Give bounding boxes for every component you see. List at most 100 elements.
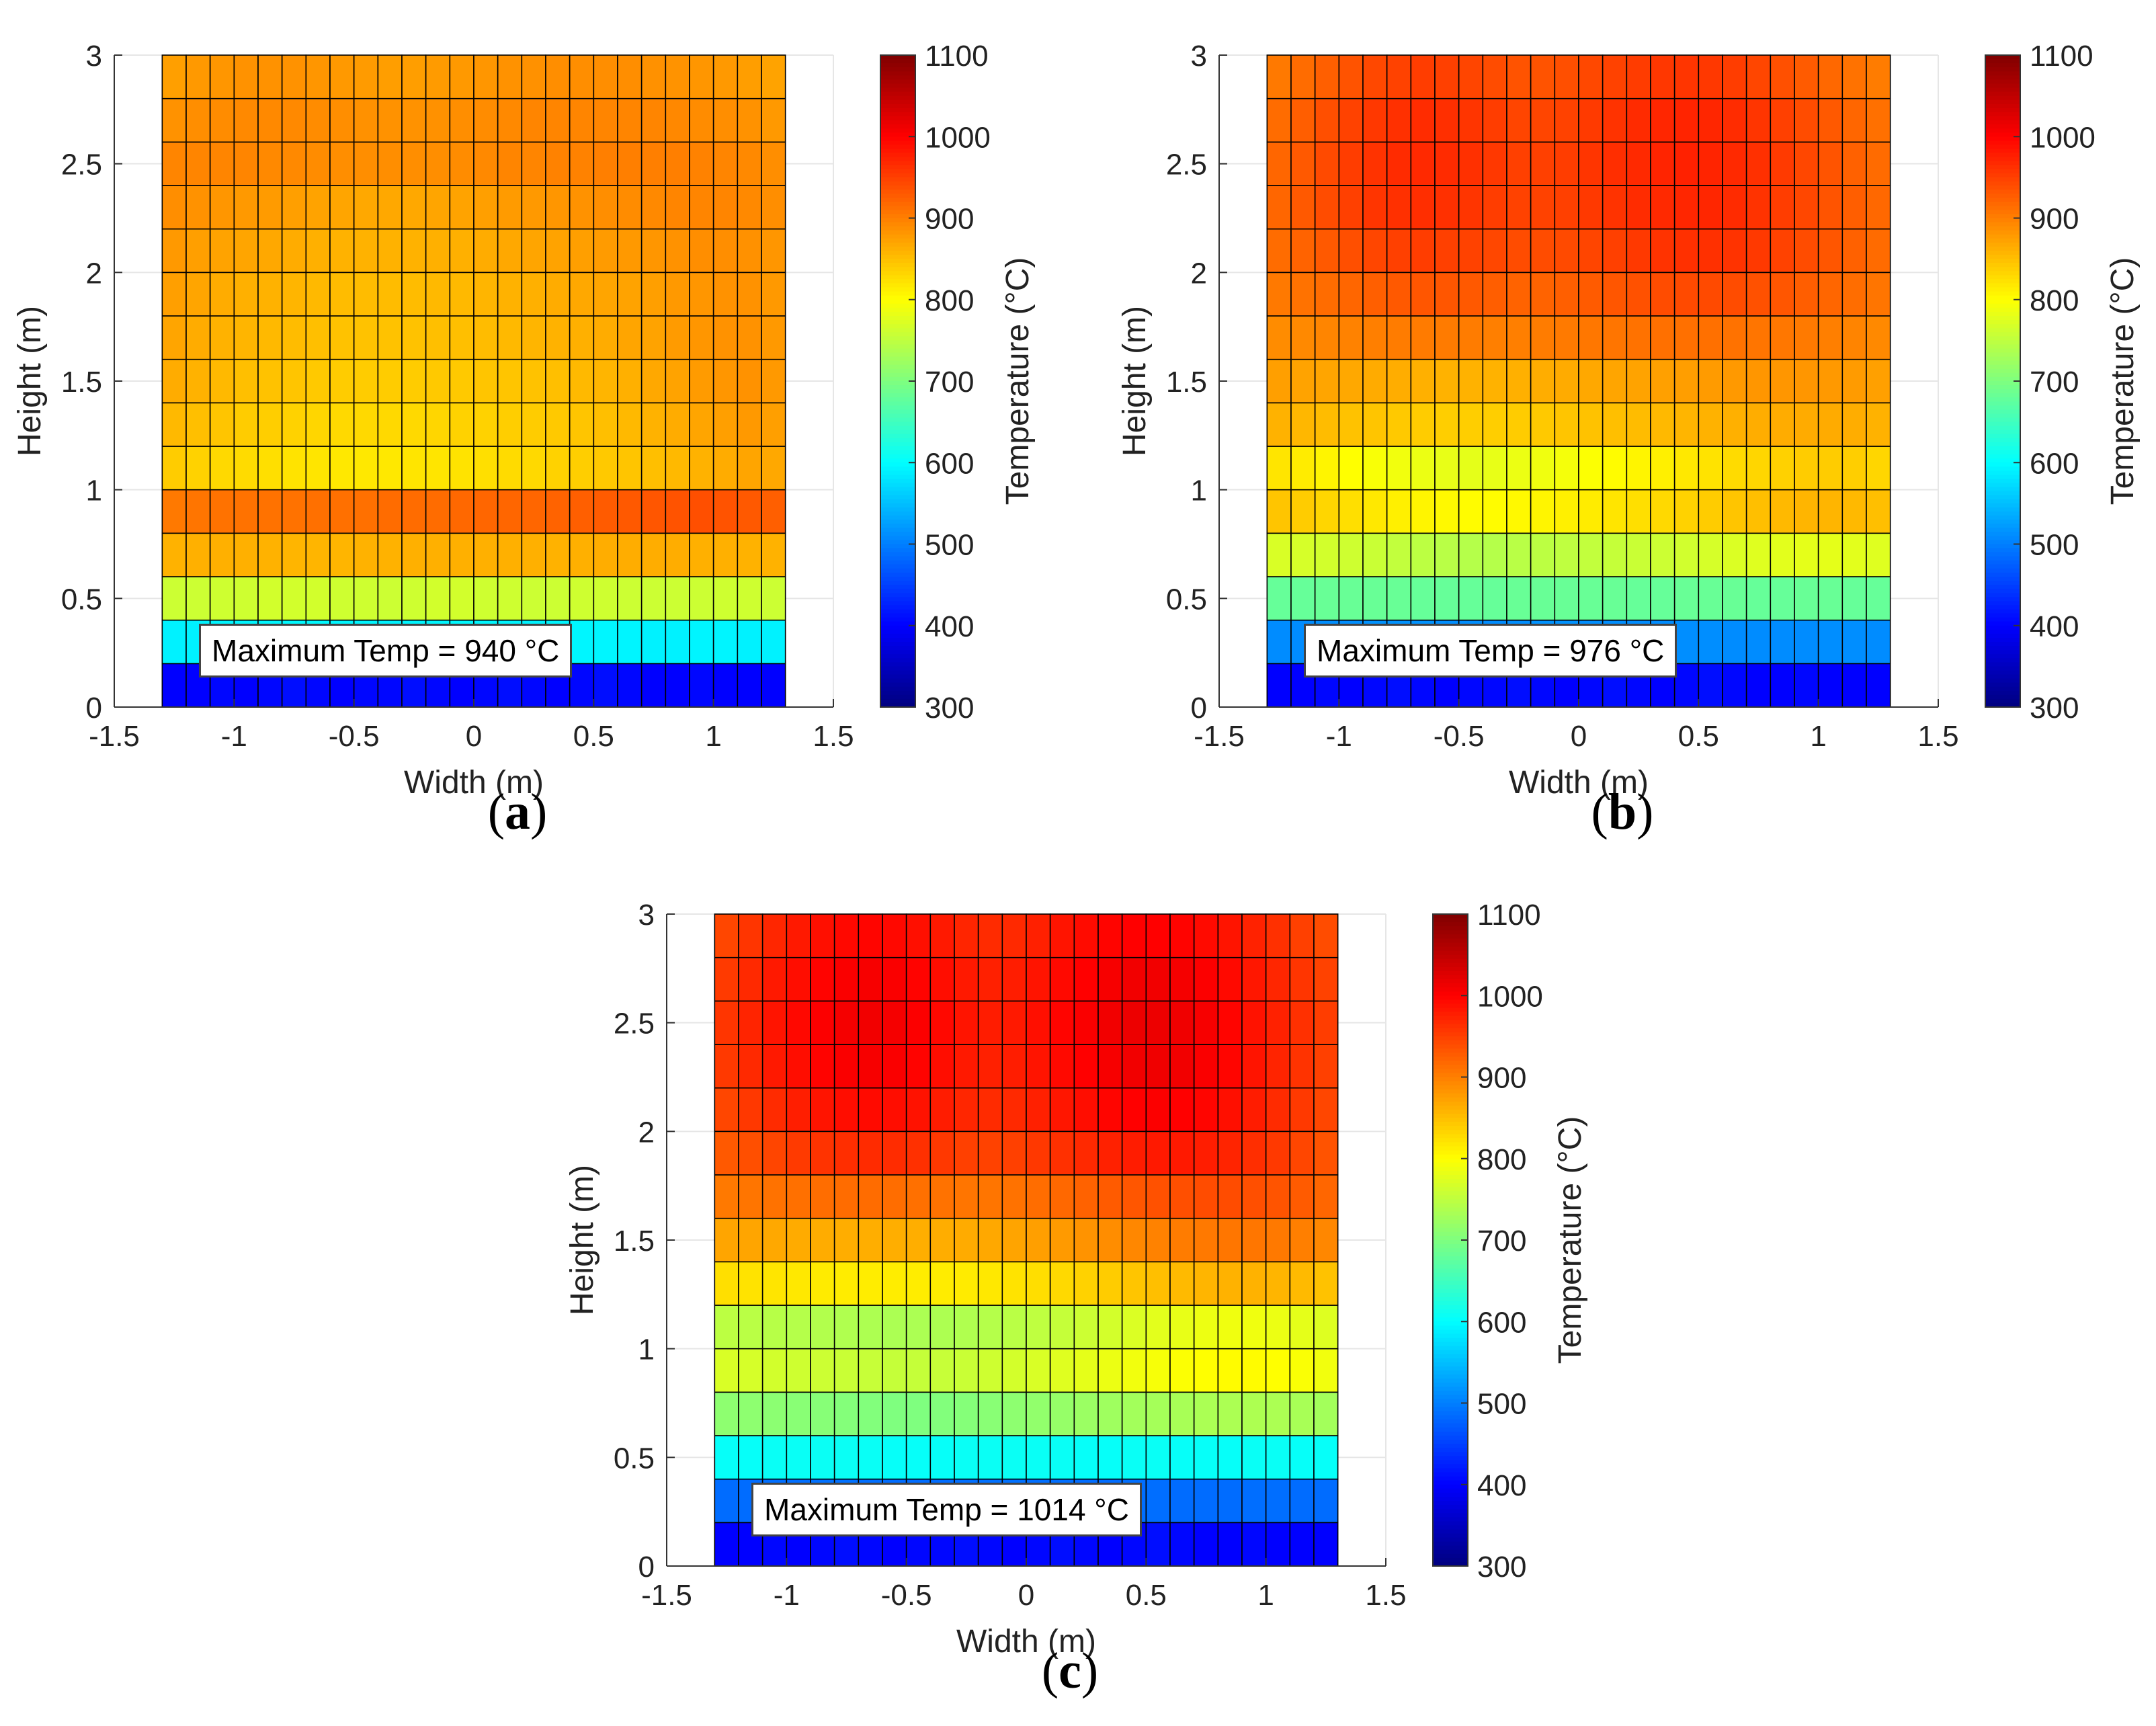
colorbar-segment xyxy=(1433,971,1468,976)
colorbar-segment xyxy=(880,307,915,313)
colorbar-segment xyxy=(1985,536,2020,541)
heatmap-cell xyxy=(712,97,739,143)
colorbar-segment xyxy=(1433,1105,1468,1110)
colorbar-segment xyxy=(1433,1521,1468,1526)
colorbar-segment xyxy=(880,642,915,647)
heatmap-cell xyxy=(1794,97,1819,143)
colorbar-segment xyxy=(880,487,915,492)
heatmap-cell xyxy=(1169,1391,1195,1436)
x-tick-label: -1.5 xyxy=(1194,720,1245,753)
heatmap-cell xyxy=(233,576,259,621)
colorbar-segment xyxy=(1433,1436,1468,1440)
heatmap-cell xyxy=(1001,1087,1027,1133)
heatmap-cell xyxy=(1290,532,1316,577)
heatmap-cell xyxy=(1745,272,1772,317)
heatmap-cell xyxy=(257,402,283,447)
colorbar-segment xyxy=(1985,149,2020,154)
heatmap-cell xyxy=(1745,489,1772,534)
heatmap-cell xyxy=(1673,402,1700,447)
colorbar-segment xyxy=(1985,360,2020,366)
heatmap-cell xyxy=(257,358,283,404)
heatmap-cell xyxy=(1241,1000,1267,1045)
heatmap-cell xyxy=(1745,185,1772,230)
heatmap-cell xyxy=(882,1348,907,1393)
heatmap-cell xyxy=(1506,532,1532,577)
heatmap-cell xyxy=(738,1435,763,1480)
heatmap-cell xyxy=(761,1044,788,1089)
heatmap-cell xyxy=(617,54,642,99)
heatmap-cell xyxy=(1506,228,1532,274)
heatmap-cell xyxy=(640,402,667,447)
heatmap-cell xyxy=(954,1217,979,1263)
heatmap-cell xyxy=(1770,619,1795,665)
colorbar-segment xyxy=(880,67,915,73)
heatmap-cell xyxy=(882,1174,907,1219)
heatmap-cell xyxy=(617,663,642,708)
heatmap-cell xyxy=(425,446,451,491)
colorbar-segment xyxy=(880,678,915,684)
colorbar-tick-label: 400 xyxy=(925,610,974,643)
heatmap-cell xyxy=(1602,489,1628,534)
colorbar-segment xyxy=(880,658,915,663)
heatmap-cell xyxy=(1794,315,1819,360)
y-tick-label: 1 xyxy=(86,475,102,507)
colorbar-tick-label: 500 xyxy=(925,529,974,562)
colorbar-tick-label: 800 xyxy=(2030,284,2079,317)
heatmap-cell xyxy=(1745,315,1772,360)
heatmap-cell xyxy=(1673,489,1700,534)
heatmap-cell xyxy=(1362,272,1388,317)
heatmap-cell xyxy=(473,576,499,621)
heatmap-cell xyxy=(545,97,571,143)
heatmap-cell xyxy=(1338,97,1364,143)
heatmap-cell xyxy=(689,532,714,577)
heatmap-cell xyxy=(449,272,474,317)
heatmap-cell xyxy=(1241,1131,1267,1176)
colorbar-segment xyxy=(1985,589,2020,594)
heatmap-cell xyxy=(1866,663,1891,708)
heatmap-cell xyxy=(1193,1174,1219,1219)
heatmap-cell xyxy=(1001,1391,1027,1436)
heatmap-cell xyxy=(1073,1217,1099,1263)
colorbar-segment xyxy=(1433,1321,1468,1327)
heatmap-cell xyxy=(1458,272,1484,317)
heatmap-cell xyxy=(1338,228,1364,274)
colorbar-segment xyxy=(1985,108,2020,113)
heatmap-cell xyxy=(712,532,739,577)
heatmap-cell xyxy=(497,315,523,360)
y-tick-label: 1.5 xyxy=(614,1225,655,1258)
heatmap-cell xyxy=(1049,1391,1075,1436)
colorbar-segment xyxy=(1433,1118,1468,1122)
heatmap-cell xyxy=(858,1087,883,1133)
colorbar-segment xyxy=(880,79,915,85)
heatmap-cell xyxy=(449,489,474,534)
heatmap-cell xyxy=(1482,446,1507,491)
heatmap-cell xyxy=(1458,54,1484,99)
y-tick-label: 0.5 xyxy=(61,583,102,616)
heatmap-cell xyxy=(1626,358,1651,404)
heatmap-cell xyxy=(377,141,403,186)
heatmap-cell xyxy=(761,532,786,577)
heatmap-cell xyxy=(714,1391,739,1436)
heatmap-cell xyxy=(1866,97,1891,143)
heatmap-cell xyxy=(1313,1305,1339,1350)
colorbar-segment xyxy=(880,491,915,496)
heatmap-cell xyxy=(1362,532,1388,577)
colorbar-segment xyxy=(1433,1374,1468,1379)
colorbar-segment xyxy=(1985,251,2020,255)
colorbar-segment xyxy=(1985,581,2020,585)
heatmap-cell xyxy=(1578,141,1604,186)
heatmap-cell xyxy=(714,1217,739,1263)
heatmap-cell xyxy=(569,141,595,186)
colorbar-segment xyxy=(1985,642,2020,647)
heatmap-cell xyxy=(1722,532,1747,577)
heatmap-cell xyxy=(929,1174,955,1219)
heatmap-cell xyxy=(1458,532,1484,577)
colorbar-segment xyxy=(1433,1203,1468,1208)
heatmap-cell xyxy=(977,913,1003,958)
colorbar-segment xyxy=(1985,259,2020,263)
heatmap-cell xyxy=(1530,489,1556,534)
heatmap-cell xyxy=(305,446,331,491)
heatmap-cell xyxy=(1841,358,1867,404)
heatmap-cell xyxy=(1313,1435,1339,1480)
heatmap-cell xyxy=(1314,54,1340,99)
